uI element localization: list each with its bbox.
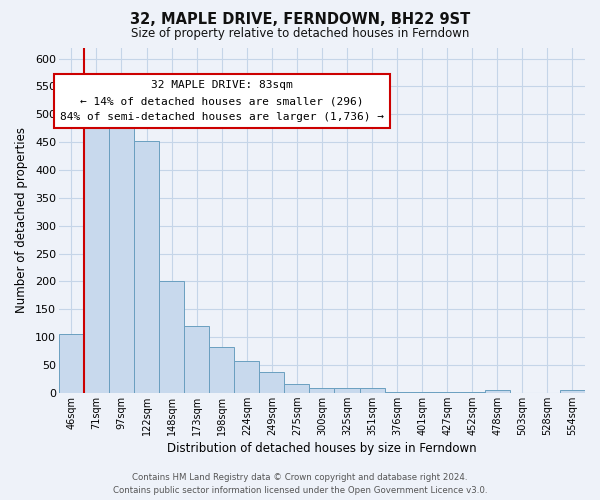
Bar xyxy=(234,361,259,393)
Bar xyxy=(284,384,310,393)
Bar xyxy=(359,388,385,393)
Bar xyxy=(109,122,134,393)
Bar xyxy=(310,388,334,393)
Text: Contains HM Land Registry data © Crown copyright and database right 2024.
Contai: Contains HM Land Registry data © Crown c… xyxy=(113,474,487,495)
Y-axis label: Number of detached properties: Number of detached properties xyxy=(15,127,28,313)
Bar xyxy=(59,334,84,393)
Bar xyxy=(385,392,410,393)
Bar xyxy=(259,372,284,393)
Bar xyxy=(460,392,485,393)
Bar xyxy=(209,347,234,393)
Bar xyxy=(184,326,209,393)
Bar xyxy=(134,141,159,393)
Bar xyxy=(434,392,460,393)
Bar xyxy=(159,282,184,393)
Text: 32 MAPLE DRIVE: 83sqm
← 14% of detached houses are smaller (296)
84% of semi-det: 32 MAPLE DRIVE: 83sqm ← 14% of detached … xyxy=(60,80,384,122)
Bar xyxy=(410,392,434,393)
X-axis label: Distribution of detached houses by size in Ferndown: Distribution of detached houses by size … xyxy=(167,442,477,455)
Bar xyxy=(485,390,510,393)
Text: Size of property relative to detached houses in Ferndown: Size of property relative to detached ho… xyxy=(131,26,469,40)
Bar xyxy=(560,390,585,393)
Bar xyxy=(84,122,109,393)
Bar xyxy=(334,388,359,393)
Text: 32, MAPLE DRIVE, FERNDOWN, BH22 9ST: 32, MAPLE DRIVE, FERNDOWN, BH22 9ST xyxy=(130,12,470,28)
